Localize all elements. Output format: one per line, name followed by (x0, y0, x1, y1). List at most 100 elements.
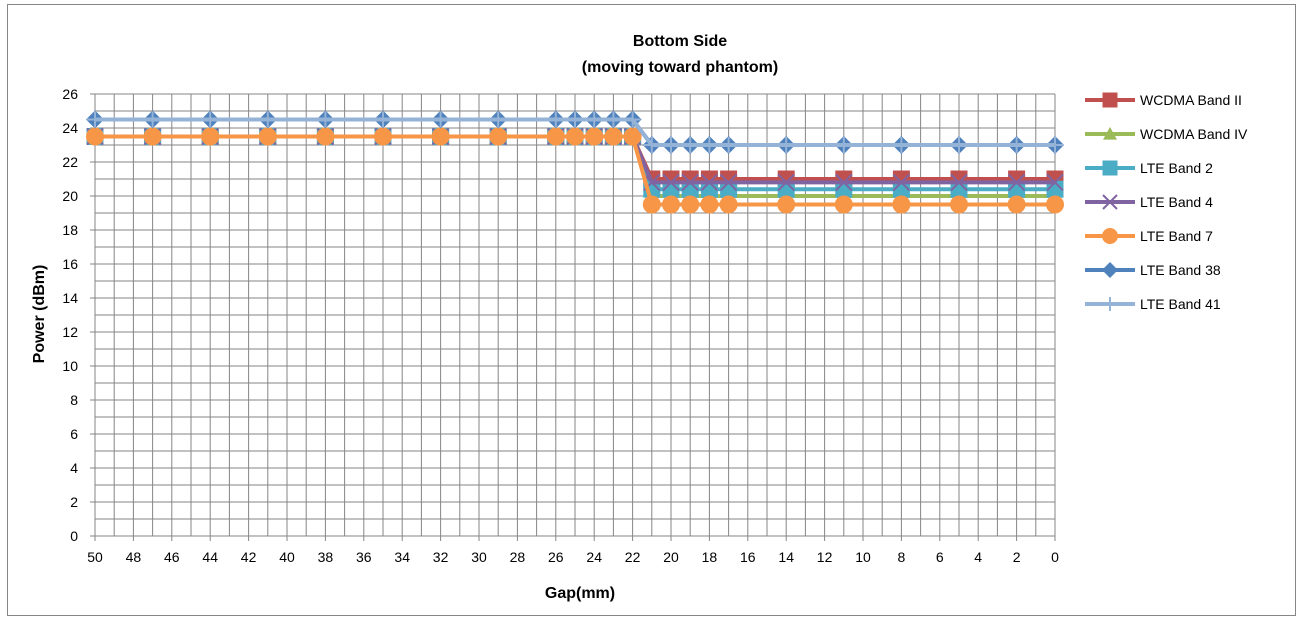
data-point (835, 173, 853, 192)
y-tick-label: 12 (62, 324, 78, 340)
data-point (892, 173, 911, 192)
y-tick-label: 26 (62, 86, 78, 102)
legend-label: LTE Band 41 (1140, 296, 1221, 312)
data-point (643, 137, 660, 153)
series-group (86, 110, 1064, 214)
data-point (778, 137, 795, 153)
data-point (642, 195, 661, 214)
x-tick-label: 44 (202, 549, 218, 565)
axes (94, 94, 1055, 537)
data-point (546, 127, 565, 146)
y-tick-label: 24 (62, 120, 78, 136)
data-point (681, 195, 700, 214)
data-point (720, 137, 737, 153)
legend-marker (1102, 160, 1118, 176)
y-tick-label: 0 (70, 528, 78, 544)
legend: WCDMA Band II WCDMA Band IV LTE Band 2 LTE … (1085, 92, 1248, 312)
data-point (1007, 173, 1026, 192)
data-point (777, 195, 796, 214)
legend-marker (1103, 127, 1117, 140)
legend-label: LTE Band 4 (1140, 194, 1213, 210)
x-tick-label: 28 (510, 549, 526, 565)
legend-label: LTE Band 38 (1140, 262, 1221, 278)
data-point (431, 127, 450, 146)
y-tick-label: 8 (70, 392, 78, 408)
data-point (317, 111, 334, 128)
chart-title: Bottom Side (633, 33, 727, 50)
legend-marker (1102, 194, 1118, 210)
data-point (1046, 173, 1064, 192)
x-tick-label: 14 (778, 549, 794, 565)
data-point (567, 111, 583, 128)
legend-marker (1102, 92, 1118, 108)
data-point (375, 111, 391, 128)
data-point (259, 111, 276, 128)
chart-subtitle: (moving toward phantom) (582, 59, 778, 76)
data-point (1007, 195, 1026, 214)
data-point (662, 195, 680, 214)
legend-label: WCDMA Band II (1140, 92, 1242, 108)
x-tick-label: 4 (974, 549, 982, 565)
y-tick-label: 6 (70, 426, 78, 442)
data-point (681, 173, 699, 192)
series-lte-band-41 (87, 111, 1063, 153)
x-tick-label: 0 (1051, 549, 1059, 565)
data-point (547, 111, 564, 128)
legend-label: WCDMA Band IV (1140, 126, 1248, 142)
data-point (950, 173, 968, 192)
y-axis-title: Power (dBm) (31, 265, 48, 364)
y-tick-label: 20 (62, 188, 78, 204)
data-point (835, 137, 852, 153)
x-tick-label: 10 (855, 549, 871, 565)
legend-marker (1102, 262, 1118, 278)
x-tick-label: 18 (702, 549, 718, 565)
data-point (258, 127, 277, 146)
data-point (202, 111, 219, 128)
x-tick-label: 50 (87, 549, 103, 565)
y-tick-label: 18 (62, 222, 78, 238)
data-point (432, 111, 449, 128)
data-point (893, 137, 910, 153)
x-tick-label: 20 (663, 549, 679, 565)
x-tick-label: 48 (126, 549, 142, 565)
y-tick-label: 16 (62, 256, 78, 272)
x-axis-title: Gap(mm) (545, 585, 615, 602)
x-tick-label: 36 (356, 549, 372, 565)
data-point (662, 173, 680, 192)
tick-labels: 50 48 46 44 42 40 38 36 34 32 30 28 26 24 22 20 18 16 14 12… (62, 86, 1059, 565)
data-point (719, 173, 738, 192)
legend-entry: LTE Band 4 (1085, 194, 1213, 210)
data-point (624, 111, 641, 128)
data-point (604, 127, 623, 146)
y-tick-label: 4 (70, 460, 78, 476)
data-point (374, 127, 392, 146)
data-point (86, 127, 104, 146)
gridlines (94, 93, 1056, 537)
legend-entry: LTE Band 38 (1085, 262, 1221, 278)
x-tick-label: 16 (740, 549, 756, 565)
data-point (950, 195, 968, 214)
data-point (701, 137, 718, 153)
x-tick-label: 46 (164, 549, 180, 565)
data-point (144, 111, 161, 128)
legend-entry: LTE Band 2 (1085, 160, 1213, 176)
series-line (95, 117, 1055, 147)
data-point (682, 137, 699, 153)
data-point (719, 195, 738, 214)
data-point (892, 195, 911, 214)
data-point (316, 127, 335, 146)
x-tick-label: 22 (625, 549, 641, 565)
legend-entry: WCDMA Band IV (1085, 126, 1248, 142)
data-point (700, 173, 719, 192)
x-tick-label: 12 (817, 549, 833, 565)
legend-marker (1102, 228, 1118, 244)
y-tick-label: 22 (62, 154, 78, 170)
legend-label: LTE Band 7 (1140, 228, 1213, 244)
data-point (566, 127, 584, 146)
x-tick-label: 6 (936, 549, 944, 565)
x-tick-label: 24 (586, 549, 602, 565)
series-lte-band-7 (86, 127, 1064, 214)
y-tick-label: 10 (62, 358, 78, 374)
data-point (1008, 137, 1025, 153)
